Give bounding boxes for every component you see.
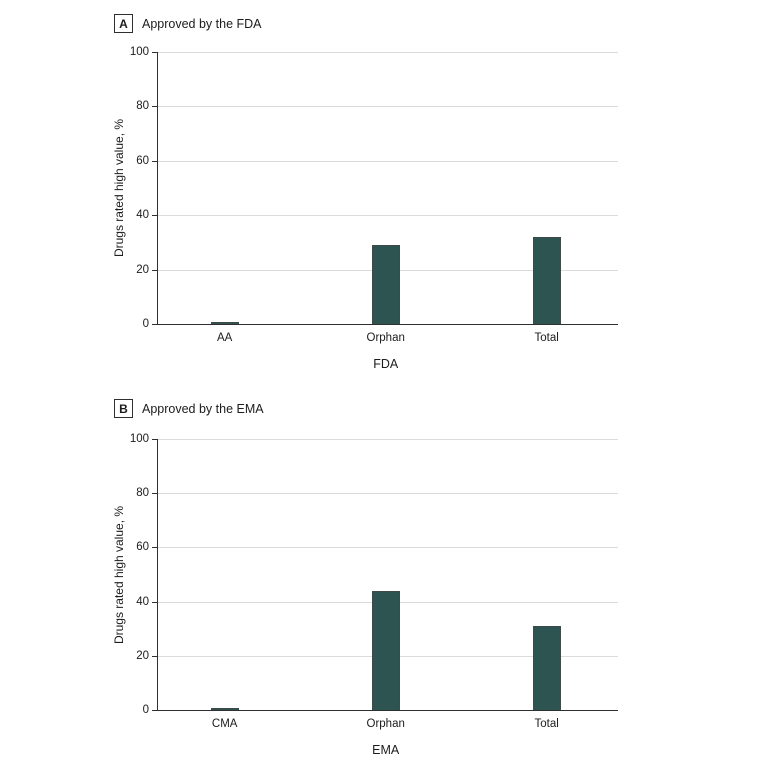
y-axis-tick	[152, 324, 158, 325]
y-tick-label: 60	[136, 541, 149, 554]
y-axis-tick	[152, 547, 158, 549]
x-category-label: CMA	[211, 718, 238, 730]
y-axis-tick	[152, 439, 158, 440]
panel-b-plot-area: Drugs rated high value, % EMA 0 20 40 60 80 1…	[112, 433, 618, 757]
panel-b-x-axis-title: EMA	[372, 743, 400, 757]
bar-orphan	[371, 591, 400, 710]
y-axis-tick	[152, 269, 158, 271]
y-axis-tick	[152, 215, 158, 217]
gridline	[158, 547, 618, 549]
y-tick-label: 60	[136, 154, 149, 167]
gridline	[158, 215, 618, 217]
y-axis-tick	[152, 160, 158, 162]
gridline	[158, 493, 618, 495]
y-axis-tick	[152, 655, 158, 657]
y-tick-label: 0	[142, 704, 149, 716]
panel-b-title: Approved by the EMA	[142, 401, 264, 416]
y-tick-label: 40	[136, 595, 149, 608]
y-tick-label: 80	[136, 100, 149, 113]
bar-total	[532, 626, 561, 710]
y-tick-label: 40	[136, 209, 149, 222]
y-tick-label: 0	[142, 318, 149, 330]
y-axis-tick	[152, 52, 158, 53]
panel-b-tag: B	[114, 399, 133, 418]
panel-a-plot-area: Drugs rated high value, % FDA 0 20 40 60 80 1…	[112, 46, 618, 371]
y-tick-label: 100	[129, 433, 149, 445]
x-category-label: Orphan	[366, 332, 405, 344]
y-axis-tick	[152, 106, 158, 108]
y-axis-tick	[152, 493, 158, 495]
gridline	[158, 52, 618, 53]
panel-a-title: Approved by the FDA	[142, 16, 262, 31]
bar-aa	[210, 322, 239, 324]
panel-a-y-axis-title: Drugs rated high value, %	[112, 118, 126, 258]
panel-a-header: A Approved by the FDA	[114, 14, 262, 33]
x-category-label: Orphan	[366, 718, 405, 730]
bar-orphan	[371, 245, 400, 324]
y-tick-label: 20	[136, 649, 149, 662]
gridline	[158, 160, 618, 162]
bar-total	[532, 237, 561, 324]
bar-cma	[210, 708, 239, 710]
gridline	[158, 106, 618, 108]
y-tick-label: 20	[136, 263, 149, 276]
panel-a-x-axis-title: FDA	[373, 357, 399, 371]
x-category-label: Total	[534, 332, 559, 344]
x-category-label: Total	[534, 718, 559, 730]
panel-b-header: B Approved by the EMA	[114, 399, 264, 418]
y-axis-tick	[152, 601, 158, 603]
y-axis-tick	[152, 710, 158, 711]
y-tick-label: 100	[129, 46, 149, 58]
panel-b-y-axis-title: Drugs rated high value, %	[112, 505, 126, 644]
gridline	[158, 439, 618, 440]
panel-a-tag: A	[114, 14, 133, 33]
y-tick-label: 80	[136, 487, 149, 500]
x-category-label: AA	[217, 332, 233, 344]
